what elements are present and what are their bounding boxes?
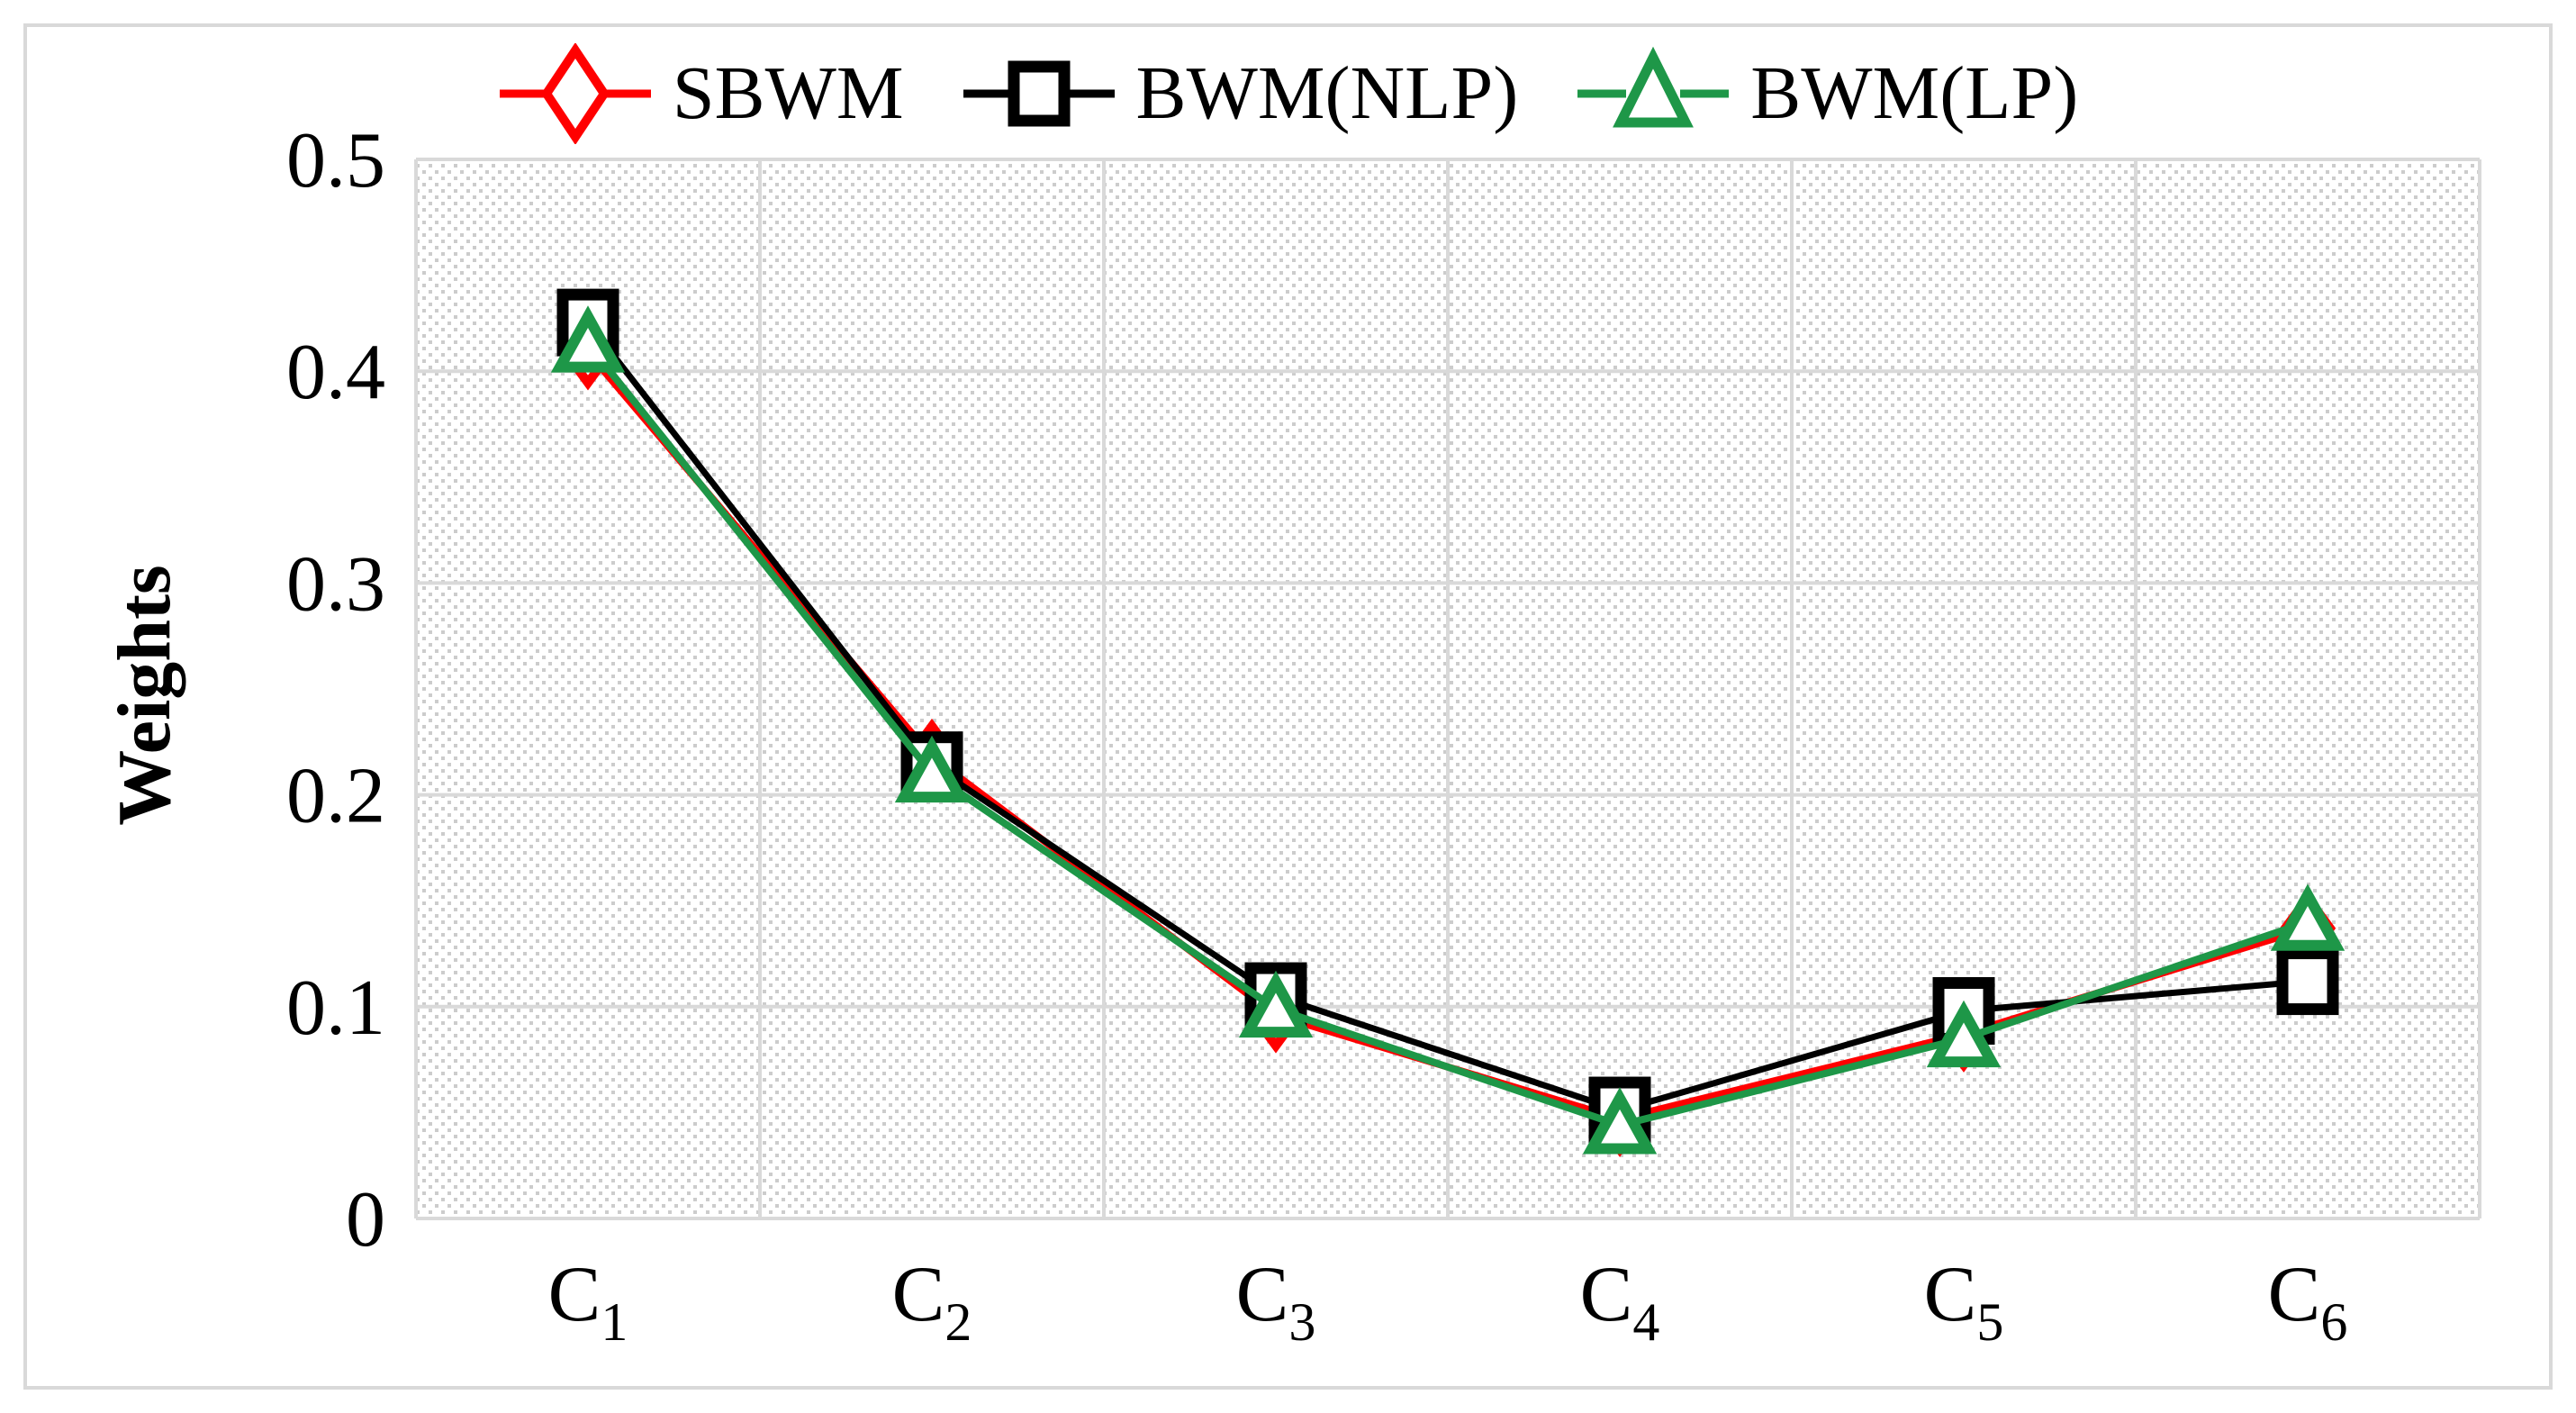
legend-square-icon [963, 60, 1115, 127]
y-tick-label: 0.1 [286, 965, 385, 1052]
series-BWM(LP) [550, 305, 2346, 1155]
x-category-subscript: 5 [1976, 1292, 2003, 1352]
legend-triangle-icon [1577, 46, 1730, 128]
y-tick-label: 0.3 [286, 540, 385, 628]
x-category-base: C [548, 1251, 601, 1338]
legend-label: BWM(LP) [1750, 51, 2079, 135]
triangle-marker [550, 305, 626, 373]
legend-item-SBWM[interactable]: SBWM [498, 43, 904, 144]
y-axis-title: Weights [103, 565, 186, 825]
legend-label: BWM(NLP) [1135, 51, 1519, 135]
x-category-base: C [1924, 1251, 1977, 1338]
y-tick-label: 0.4 [286, 329, 385, 416]
square-marker [2276, 947, 2339, 1016]
x-category-base: C [892, 1251, 945, 1338]
triangle-marker [1926, 1000, 2002, 1068]
gridlines [414, 158, 2481, 1220]
legend-item-BWM(LP)[interactable]: BWM(LP) [1576, 43, 2078, 144]
x-category-base: C [1580, 1251, 1633, 1338]
series-layer [550, 288, 2346, 1157]
y-tick-label: 0.5 [286, 117, 385, 204]
triangle-marker [2270, 883, 2346, 951]
y-tick-label: 0 [346, 1176, 385, 1264]
x-category-base: C [1236, 1251, 1289, 1338]
x-category-base: C [2268, 1251, 2321, 1338]
x-category-subscript: 4 [1632, 1292, 1659, 1352]
legend-label: SBWM [672, 51, 904, 135]
x-category-label: C4 [1580, 1251, 1660, 1352]
square-marker [1008, 60, 1071, 127]
x-category-subscript: 1 [601, 1292, 628, 1352]
x-category-label: C5 [1924, 1251, 2004, 1352]
x-category-label: C6 [2268, 1251, 2348, 1352]
triangle-marker [1613, 46, 1695, 128]
x-category-subscript: 6 [2320, 1292, 2347, 1352]
triangle-marker [894, 735, 970, 803]
diamond-marker [540, 43, 610, 144]
y-tick-label: 0.2 [286, 753, 385, 840]
x-category-subscript: 3 [1288, 1292, 1315, 1352]
legend-item-BWM(NLP)[interactable]: BWM(NLP) [962, 43, 1519, 144]
triangle-marker [1582, 1087, 1658, 1155]
x-category-label: C2 [892, 1251, 972, 1352]
series-line [585, 320, 2309, 1114]
x-category-subscript: 2 [945, 1292, 972, 1352]
x-category-label: C3 [1236, 1251, 1316, 1352]
legend-diamond-icon [499, 43, 651, 144]
x-category-label: C1 [548, 1251, 628, 1352]
chart-legend: SBWM BWM(NLP) BWM(LP) [0, 43, 2576, 144]
series-line [584, 341, 2309, 1129]
triangle-marker [1238, 970, 1314, 1038]
